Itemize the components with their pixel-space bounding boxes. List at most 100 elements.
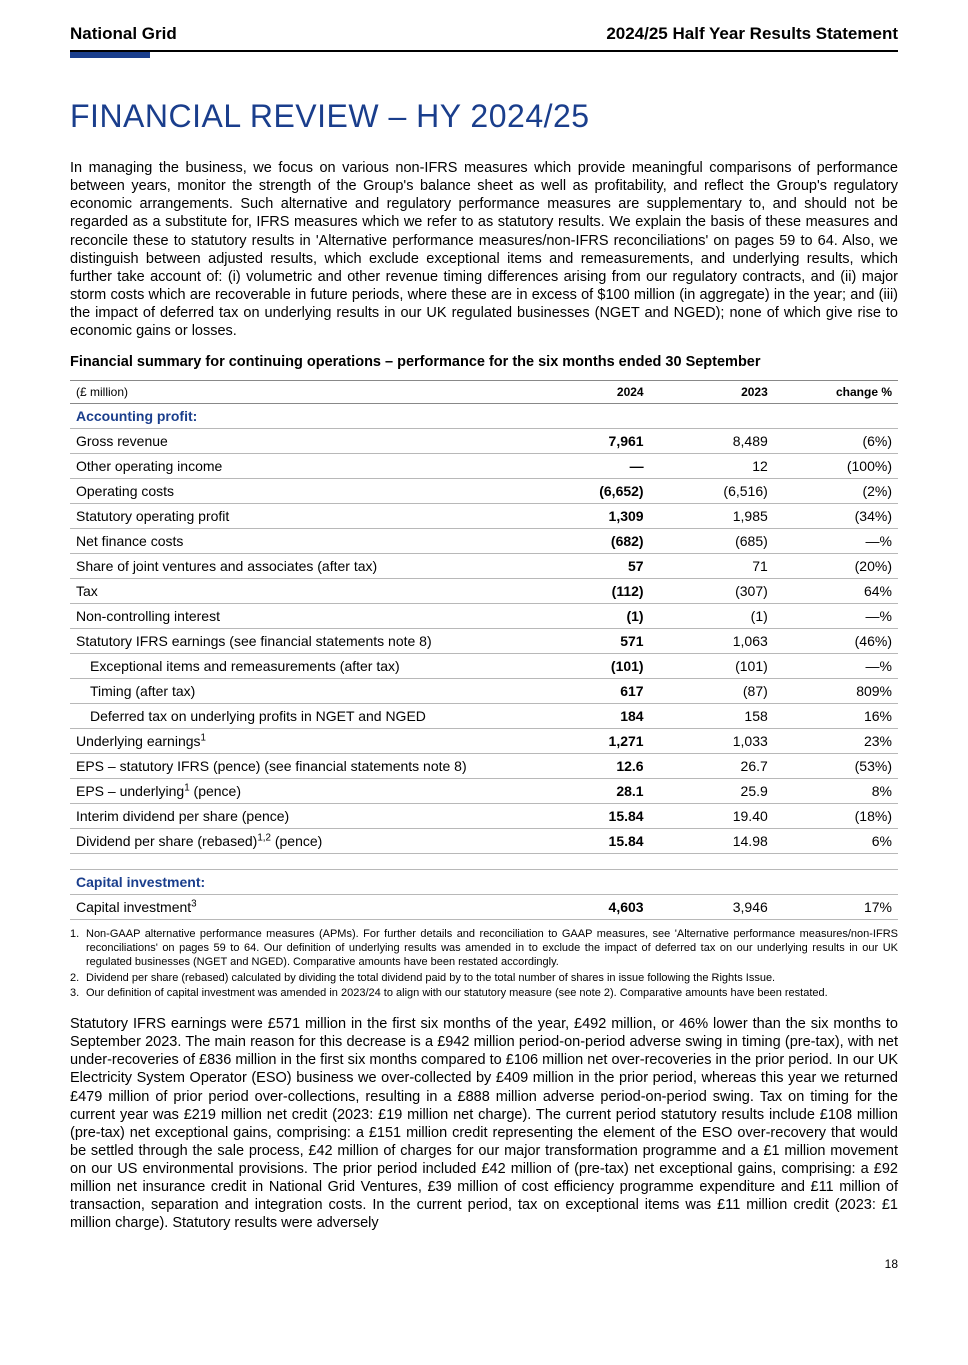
- cell-2023: 26.7: [650, 754, 774, 779]
- header-accent-bar: [70, 52, 150, 58]
- cell: [534, 870, 650, 895]
- row-label: Non-controlling interest: [70, 604, 534, 629]
- row-label: Gross revenue: [70, 429, 534, 454]
- row-label: EPS – underlying1 (pence): [70, 779, 534, 804]
- cell-2024: 1,309: [534, 504, 650, 529]
- page-title: FINANCIAL REVIEW – HY 2024/25: [70, 98, 898, 135]
- cell-change: (20%): [774, 554, 898, 579]
- cell-2023: 1,985: [650, 504, 774, 529]
- cell-2023: 19.40: [650, 804, 774, 829]
- section-accounting-profit: Accounting profit:: [70, 404, 898, 429]
- cell-2023: 3,946: [650, 895, 774, 920]
- narrative-paragraph: Statutory IFRS earnings were £571 millio…: [70, 1015, 898, 1233]
- cell-change: 23%: [774, 729, 898, 754]
- spacer: [70, 854, 534, 870]
- table-row: Exceptional items and remeasurements (af…: [70, 654, 898, 679]
- table-row: Interim dividend per share (pence)15.841…: [70, 804, 898, 829]
- col-change: change %: [774, 381, 898, 404]
- cell-2024: 184: [534, 704, 650, 729]
- row-label: Share of joint ventures and associates (…: [70, 554, 534, 579]
- cell-change: (46%): [774, 629, 898, 654]
- footnote: 3.Our definition of capital investment w…: [70, 987, 898, 1001]
- spacer-row: [70, 854, 898, 870]
- row-label: Net finance costs: [70, 529, 534, 554]
- cell-change: 17%: [774, 895, 898, 920]
- cell: [534, 404, 650, 429]
- table-row: Underlying earnings11,2711,03323%: [70, 729, 898, 754]
- cell-2024: 1,271: [534, 729, 650, 754]
- cell-2024: 7,961: [534, 429, 650, 454]
- section-capital-investment: Capital investment:: [70, 870, 898, 895]
- cell-2024: 15.84: [534, 829, 650, 854]
- summary-heading: Financial summary for continuing operati…: [70, 354, 898, 370]
- cell-2024: 28.1: [534, 779, 650, 804]
- footnote: 2.Dividend per share (rebased) calculate…: [70, 972, 898, 986]
- cell-2024: 57: [534, 554, 650, 579]
- table-row: Operating costs(6,652)(6,516)(2%): [70, 479, 898, 504]
- cell-2024: 12.6: [534, 754, 650, 779]
- cell-change: (18%): [774, 804, 898, 829]
- footnote-text: Dividend per share (rebased) calculated …: [86, 972, 898, 986]
- cell-2023: 71: [650, 554, 774, 579]
- cell-2023: (307): [650, 579, 774, 604]
- row-label: Operating costs: [70, 479, 534, 504]
- section-heading: Accounting profit:: [70, 404, 534, 429]
- row-label: Timing (after tax): [70, 679, 534, 704]
- cell-change: (6%): [774, 429, 898, 454]
- table-row: Gross revenue7,9618,489(6%): [70, 429, 898, 454]
- section-heading: Capital investment:: [70, 870, 534, 895]
- cell-2023: 8,489: [650, 429, 774, 454]
- table-row: Non-controlling interest(1)(1)—%: [70, 604, 898, 629]
- cell-2023: (685): [650, 529, 774, 554]
- cell: [774, 870, 898, 895]
- cell-2024: 4,603: [534, 895, 650, 920]
- cell-change: (34%): [774, 504, 898, 529]
- header-doc-title: 2024/25 Half Year Results Statement: [606, 24, 898, 44]
- cell-2024: (6,652): [534, 479, 650, 504]
- cell-2023: 158: [650, 704, 774, 729]
- row-label: Other operating income: [70, 454, 534, 479]
- table-row: Share of joint ventures and associates (…: [70, 554, 898, 579]
- table-row: Statutory operating profit1,3091,985(34%…: [70, 504, 898, 529]
- footnotes: 1.Non-GAAP alternative performance measu…: [70, 928, 898, 1001]
- row-label: Statutory IFRS earnings (see financial s…: [70, 629, 534, 654]
- cell-2023: (6,516): [650, 479, 774, 504]
- cell-2023: (101): [650, 654, 774, 679]
- row-label: Dividend per share (rebased)1,2 (pence): [70, 829, 534, 854]
- cell-2024: (1): [534, 604, 650, 629]
- row-label: Exceptional items and remeasurements (af…: [70, 654, 534, 679]
- cell-change: 6%: [774, 829, 898, 854]
- cell-2023: 12: [650, 454, 774, 479]
- cell-change: 64%: [774, 579, 898, 604]
- table-row: Net finance costs(682)(685)—%: [70, 529, 898, 554]
- intro-paragraph: In managing the business, we focus on va…: [70, 159, 898, 340]
- footnote-text: Our definition of capital investment was…: [86, 987, 898, 1001]
- cell-2023: (1): [650, 604, 774, 629]
- footnote-text: Non-GAAP alternative performance measure…: [86, 928, 898, 969]
- col-2024: 2024: [534, 381, 650, 404]
- table-row: Dividend per share (rebased)1,2 (pence)1…: [70, 829, 898, 854]
- row-label: Tax: [70, 579, 534, 604]
- cell-2023: 14.98: [650, 829, 774, 854]
- cell-change: —%: [774, 654, 898, 679]
- cell-change: 809%: [774, 679, 898, 704]
- cell-2023: 1,033: [650, 729, 774, 754]
- cell: [650, 404, 774, 429]
- cell-change: —%: [774, 604, 898, 629]
- cell-change: (53%): [774, 754, 898, 779]
- table-row: EPS – underlying1 (pence)28.125.98%: [70, 779, 898, 804]
- cell-2024: (112): [534, 579, 650, 604]
- cell-2023: 25.9: [650, 779, 774, 804]
- cell-change: (2%): [774, 479, 898, 504]
- cell-2023: 1,063: [650, 629, 774, 654]
- col-2023: 2023: [650, 381, 774, 404]
- table-row: Timing (after tax)617(87)809%: [70, 679, 898, 704]
- cell-change: 8%: [774, 779, 898, 804]
- cell-2024: (682): [534, 529, 650, 554]
- spacer: [650, 854, 774, 870]
- row-label: Capital investment3: [70, 895, 534, 920]
- row-label: Underlying earnings1: [70, 729, 534, 754]
- spacer: [534, 854, 650, 870]
- cell-2024: 571: [534, 629, 650, 654]
- footnote-number: 3.: [70, 987, 86, 1001]
